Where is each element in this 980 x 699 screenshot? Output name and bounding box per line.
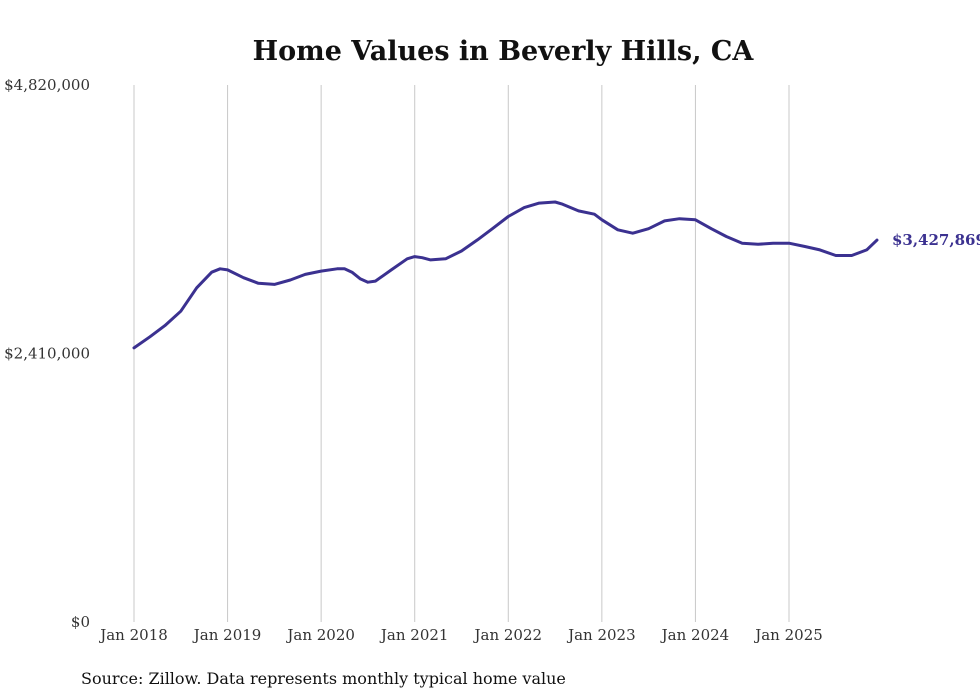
chart-title: Home Values in Beverly Hills, CA [253, 36, 755, 67]
y-axis: $0 $2,410,000 $4,820,000 [4, 76, 90, 631]
x-tick-label: Jan 2023 [566, 626, 636, 644]
x-tick-label: Jan 2019 [192, 626, 262, 644]
series-end-value-label: $3,427,869 [892, 231, 980, 249]
x-axis: Jan 2018 Jan 2019 Jan 2020 Jan 2021 Jan 2022… [98, 626, 823, 644]
x-tick-label: Jan 2025 [753, 626, 823, 644]
x-tick-label: Jan 2021 [379, 626, 449, 644]
x-tick-label: Jan 2018 [98, 626, 168, 644]
source-note: Source: Zillow. Data represents monthly … [81, 669, 566, 688]
y-tick-label: $0 [71, 613, 90, 631]
y-tick-label: $2,410,000 [4, 345, 90, 363]
x-tick-label: Jan 2024 [660, 626, 730, 644]
series-group: $3,427,869 [132, 200, 980, 350]
x-tick-label: Jan 2022 [473, 626, 543, 644]
gridlines [133, 85, 790, 622]
series-line [132, 200, 879, 350]
y-tick-label: $4,820,000 [4, 76, 90, 94]
x-tick-label: Jan 2020 [285, 626, 355, 644]
